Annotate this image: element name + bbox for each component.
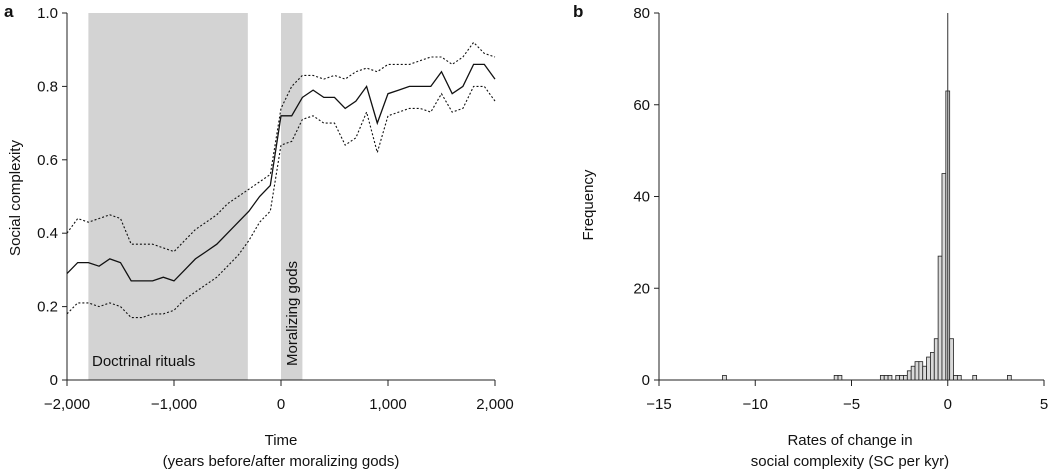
series-line-mean <box>66 63 496 282</box>
panel-a-y-tick-label: 0.8 <box>37 78 58 95</box>
panel-a-x-tick-label: −2,000 <box>44 396 90 413</box>
panel-a-x-tick-label: 1,000 <box>369 396 407 413</box>
histogram-bar <box>722 375 727 381</box>
panel-b-x-tick-label: −5 <box>843 396 860 413</box>
y-axis-title-social-complexity: Social complexity <box>7 140 24 256</box>
panel-b-letter: b <box>573 2 583 21</box>
panel-a-y-tick-label: 0.2 <box>37 299 58 316</box>
y-axis-title-frequency: Frequency <box>580 169 597 240</box>
panel-b-x-tick-label: 0 <box>944 396 952 413</box>
panel-a-axes: 0 0.2 0.4 0.6 0.8 1.0 −2,000 −1,000 0 1,000 2,000 <box>37 5 514 413</box>
histogram-bar <box>953 375 958 381</box>
histogram-bar <box>914 361 920 381</box>
histogram-bar <box>1007 375 1012 381</box>
histogram-bar <box>910 365 916 381</box>
panel-b-x-tick-label: −10 <box>743 396 768 413</box>
panel-b-y-tick-label: 60 <box>633 97 650 114</box>
histogram-bar <box>972 375 978 381</box>
panel-a-series <box>66 41 496 319</box>
x-axis-title-rates: Rates of change in <box>787 432 912 449</box>
histogram-bar <box>933 338 939 381</box>
panel-b-x-tick-label: −15 <box>646 396 671 413</box>
histogram-bars <box>722 13 1012 381</box>
histogram-bar <box>926 356 931 381</box>
shaded-bands <box>88 13 303 380</box>
histogram-bar <box>949 338 954 381</box>
x-axis-title-time: Time <box>265 432 298 449</box>
histogram-bar <box>922 365 927 381</box>
panel-a-x-tick-label: −1,000 <box>151 396 197 413</box>
panel-b-y-tick-label: 20 <box>633 280 650 297</box>
panel-a-x-tick-label: 0 <box>277 396 285 413</box>
band-label-moralizing-gods: Moralizing gods <box>284 261 301 366</box>
panel-a-y-tick-label: 1.0 <box>37 5 58 22</box>
histogram-bar <box>906 370 912 381</box>
histogram-bar <box>956 375 962 381</box>
histogram-bar <box>879 375 885 381</box>
histogram-bar <box>883 375 889 381</box>
panel-a-y-tick-label: 0.4 <box>37 225 58 242</box>
panel-b-histogram: b 0 20 40 60 80 −15 −10 −5 0 5 Frequency Rates of… <box>573 2 1048 470</box>
histogram-bar <box>941 173 947 381</box>
panel-a-letter: a <box>4 2 14 21</box>
panel-b-axes: 0 20 40 60 80 −15 −10 −5 0 5 <box>633 5 1048 413</box>
histogram-bar <box>899 375 904 381</box>
histogram-bar <box>895 375 901 381</box>
shaded-band-moralizing-gods <box>281 13 303 380</box>
band-label-doctrinal-rituals: Doctrinal rituals <box>92 353 195 370</box>
panel-a-y-tick-label: 0.6 <box>37 152 58 169</box>
panel-a-x-tick-label: 2,000 <box>476 396 514 413</box>
panel-b-x-tick-label: 5 <box>1040 396 1048 413</box>
x-axis-subtitle-time: (years before/after moralizing gods) <box>163 453 400 470</box>
shaded-band-doctrinal-rituals <box>88 13 248 380</box>
histogram-bar <box>937 255 943 381</box>
panel-b-y-tick-label: 0 <box>642 372 650 389</box>
histogram-bar <box>887 375 893 381</box>
histogram-bar <box>930 352 935 381</box>
panel-a-y-tick-label: 0 <box>50 372 58 389</box>
x-axis-subtitle-rates: social complexity (SC per kyr) <box>751 453 949 470</box>
histogram-bar <box>918 361 924 381</box>
panel-a-line-chart: a 0 0.2 0.4 0.6 0.8 1.0 −2,000 −1,000 0 1,000 2,00… <box>4 2 514 470</box>
histogram-bar <box>837 375 843 381</box>
histogram-bar <box>833 375 839 381</box>
panel-b-y-tick-label: 40 <box>633 189 650 206</box>
panel-b-y-tick-label: 80 <box>633 5 650 22</box>
histogram-bar <box>903 375 908 381</box>
